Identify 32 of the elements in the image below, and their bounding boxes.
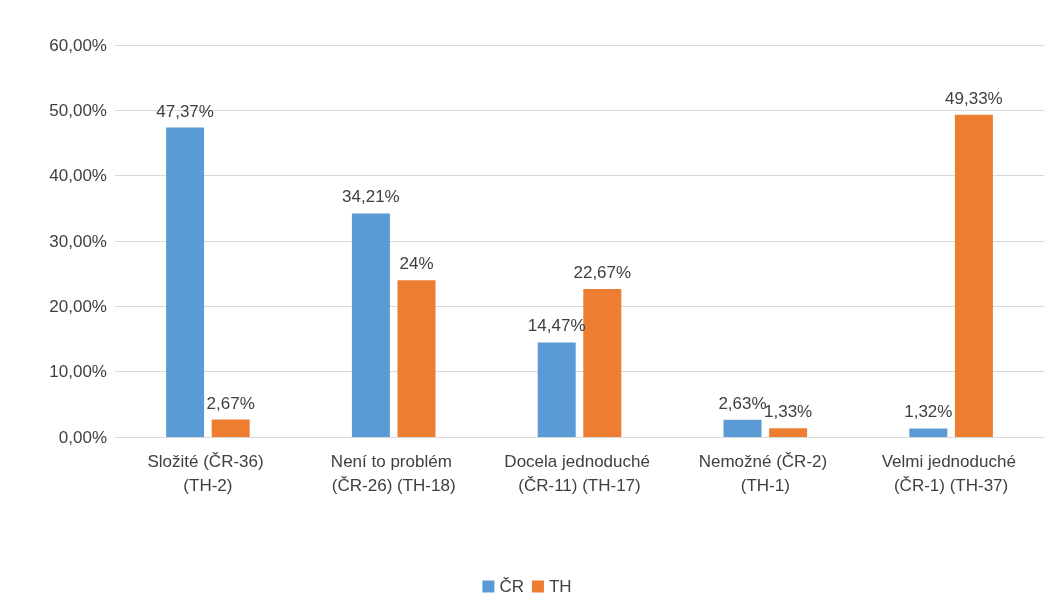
data-label: 34,21%	[342, 187, 400, 207]
y-tick-label: 20,00%	[49, 296, 107, 316]
x-tick-label: Nemožné (ČR-2) (TH-1)	[698, 451, 832, 495]
data-label: 1,32%	[904, 402, 953, 422]
bar	[166, 127, 205, 437]
data-label: 2,67%	[206, 393, 255, 413]
bar	[583, 288, 622, 437]
y-tick-label: 50,00%	[49, 100, 107, 120]
data-label: 2,63%	[718, 393, 767, 413]
bar	[909, 428, 948, 437]
data-label: 47,37%	[156, 101, 214, 121]
data-label: 49,33%	[945, 88, 1003, 108]
bar	[211, 419, 250, 437]
bar	[537, 342, 576, 437]
bar	[723, 419, 762, 437]
data-label: 24%	[399, 254, 434, 274]
data-label: 22,67%	[573, 262, 632, 282]
bar	[351, 213, 390, 437]
legend-label: ČR	[499, 577, 524, 596]
y-tick-label: 30,00%	[49, 231, 107, 251]
x-tick-label: Velmi jednoduché (ČR-1) (TH-37)	[881, 451, 1021, 495]
y-tick-label: 0,00%	[58, 427, 107, 447]
x-tick-label: Docela jednoduché (ČR-11) (TH-17)	[504, 451, 655, 495]
legend-label: TH	[548, 577, 572, 596]
y-tick-label: 40,00%	[49, 166, 107, 186]
bar	[954, 114, 993, 437]
y-tick-label: 60,00%	[49, 35, 107, 55]
x-tick-label: Složité (ČR-36) (TH-2)	[147, 451, 269, 495]
bar	[769, 428, 808, 437]
bar	[397, 280, 436, 437]
x-tick-label: Není to problém (ČR-26) (TH-18)	[330, 451, 457, 495]
y-tick-label: 10,00%	[49, 362, 107, 382]
